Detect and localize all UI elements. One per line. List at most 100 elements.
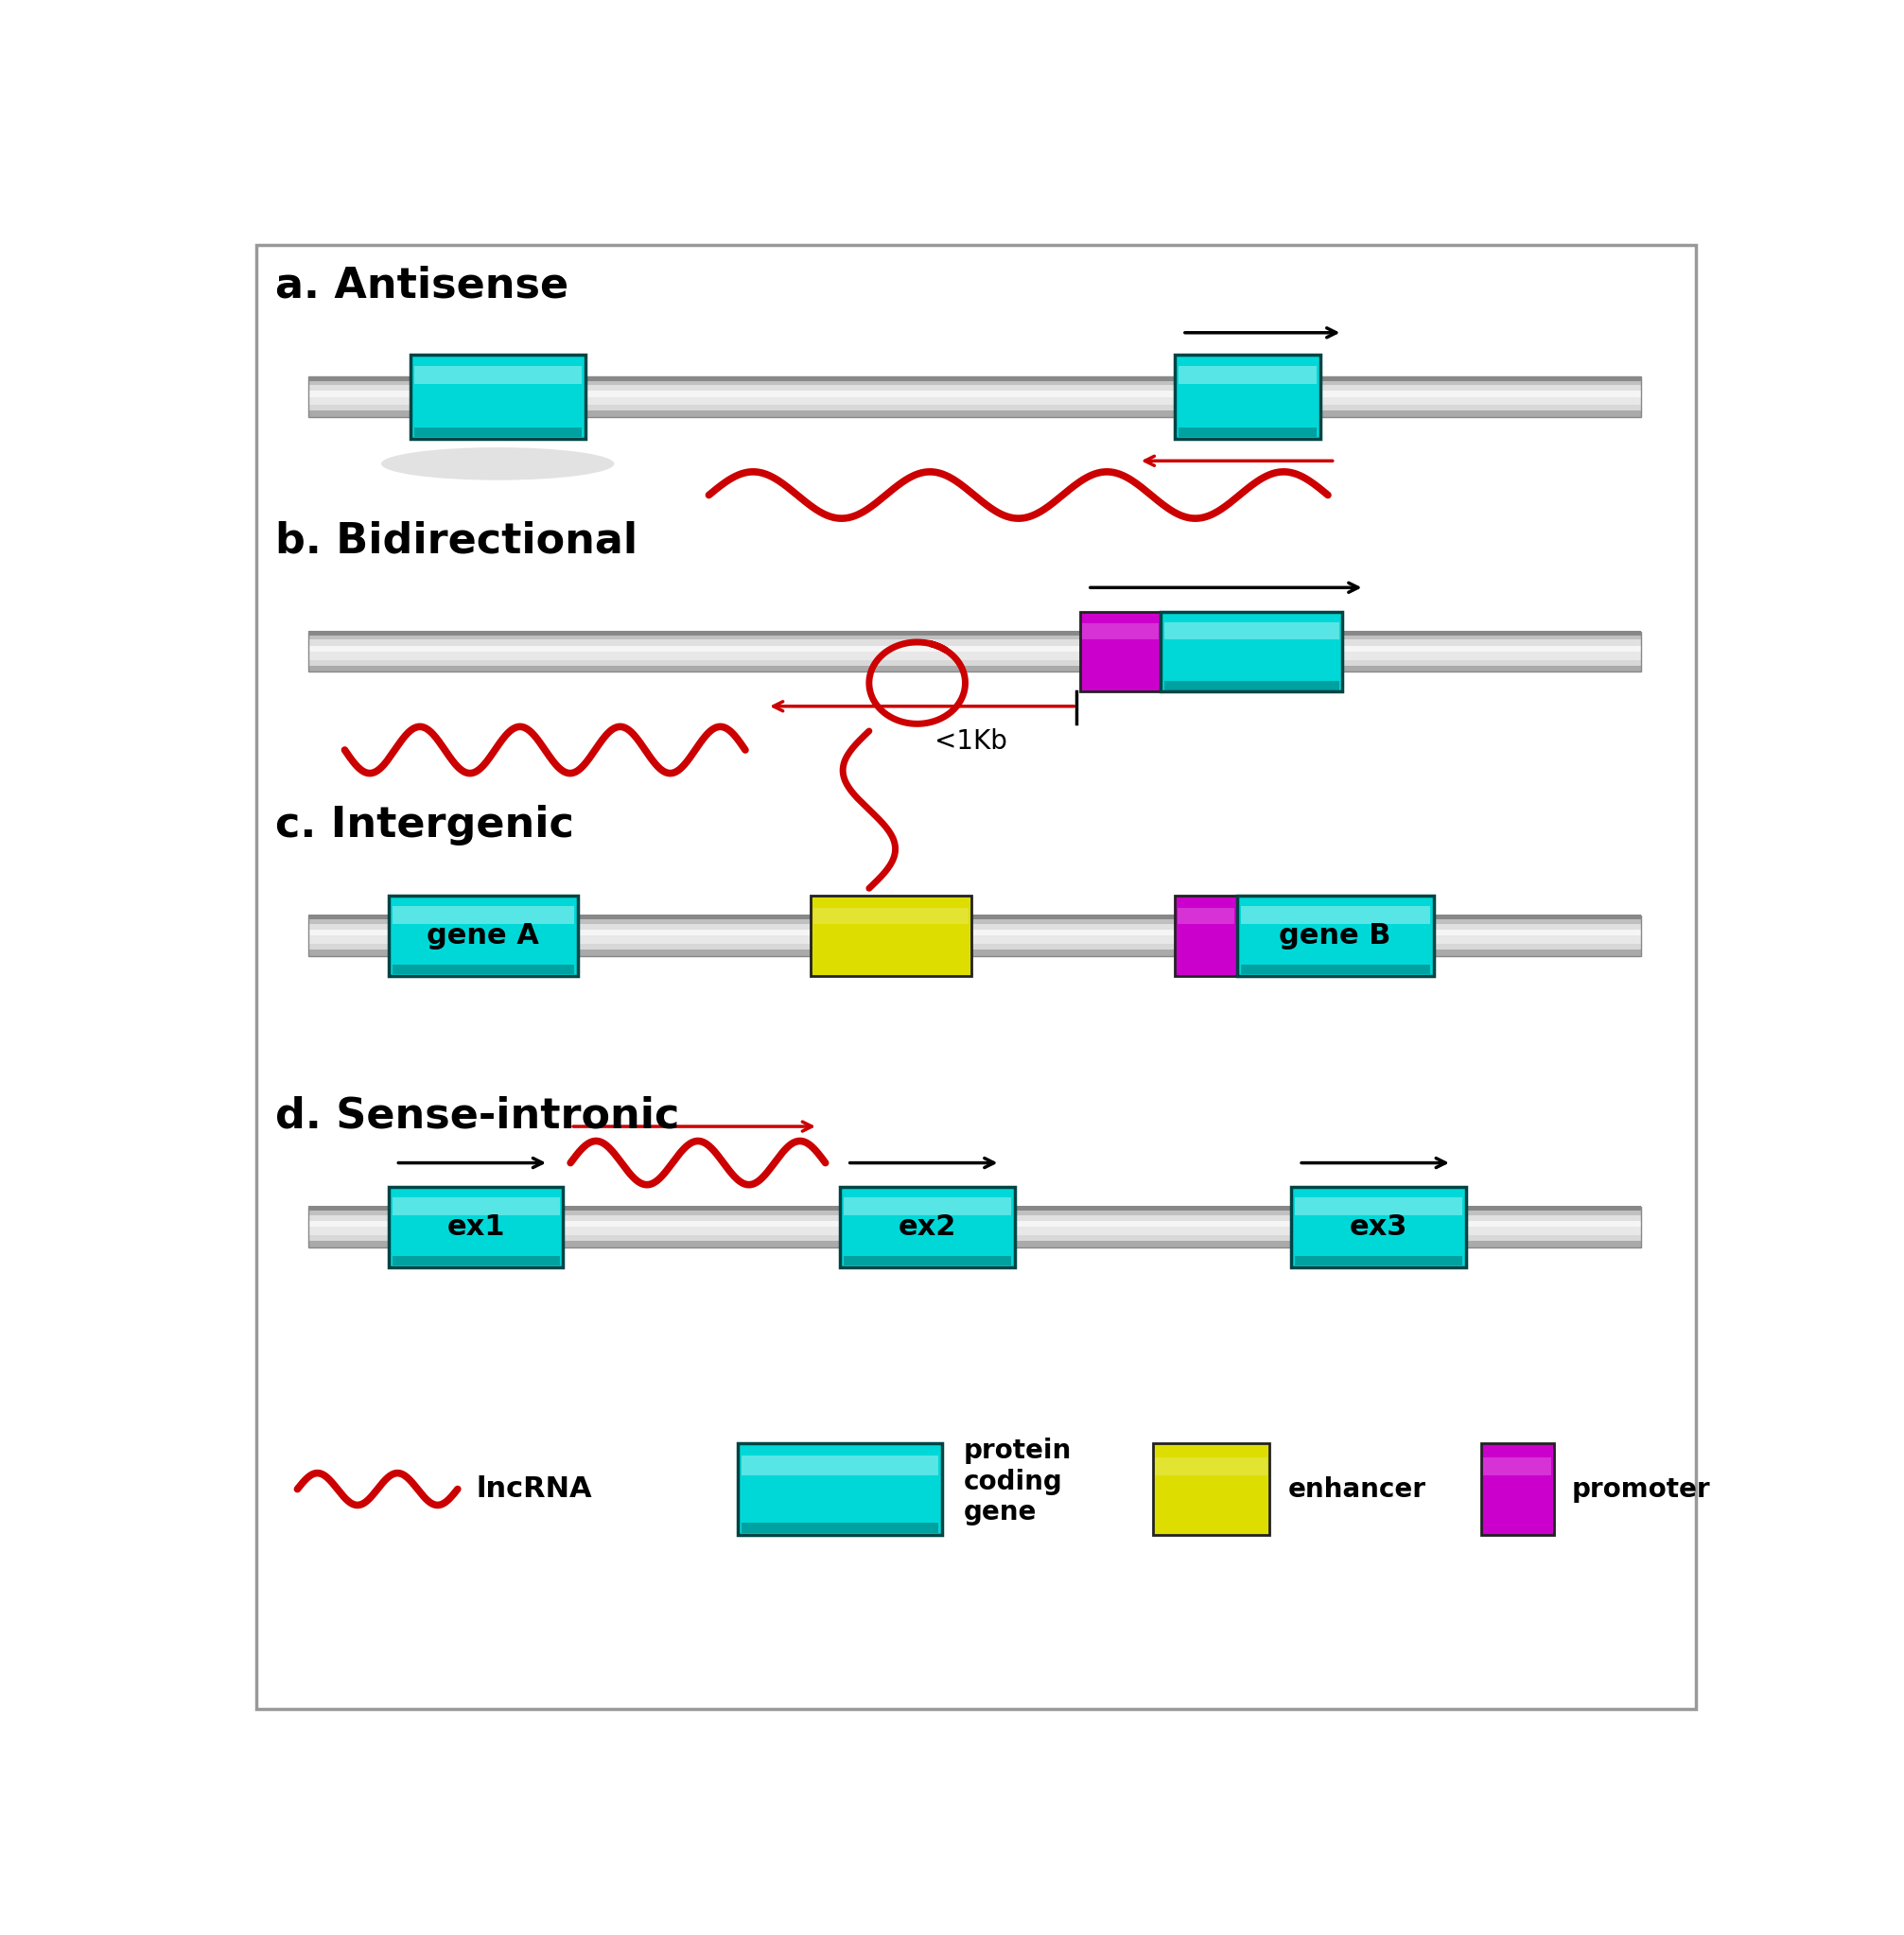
Bar	[308, 935, 1641, 938]
Bar	[1241, 966, 1430, 973]
Bar	[413, 366, 581, 385]
Bar	[308, 942, 1641, 946]
Bar	[308, 1231, 1641, 1233]
Text: d. Sense-intronic: d. Sense-intronic	[276, 1095, 680, 1136]
Bar	[308, 925, 1641, 927]
Bar	[308, 917, 1641, 919]
Bar	[308, 1235, 1641, 1236]
Text: enhancer: enhancer	[1287, 1476, 1426, 1502]
Bar	[308, 946, 1641, 950]
Bar	[308, 652, 1641, 656]
Bar	[1291, 1186, 1466, 1267]
Bar	[308, 395, 1641, 397]
Bar	[308, 923, 1641, 925]
Bar	[308, 1211, 1641, 1215]
Text: ex1: ex1	[447, 1213, 505, 1240]
Bar	[813, 908, 969, 923]
Bar	[308, 1219, 1641, 1221]
Bar	[308, 1236, 1641, 1238]
Bar	[308, 633, 1641, 635]
Bar	[392, 1256, 560, 1265]
Bar	[308, 668, 1641, 670]
Bar	[308, 640, 1641, 644]
Bar	[409, 354, 585, 439]
Bar	[308, 631, 1641, 633]
Text: <1Kb: <1Kb	[935, 728, 1007, 755]
Bar	[308, 1221, 1641, 1223]
Bar	[1177, 908, 1234, 923]
Bar	[308, 937, 1641, 940]
Bar	[308, 410, 1641, 412]
Bar	[811, 896, 971, 975]
Bar	[308, 1240, 1641, 1242]
Bar	[308, 397, 1641, 399]
Bar	[308, 919, 1641, 921]
Bar	[308, 648, 1641, 652]
Bar	[308, 940, 1641, 944]
Bar	[308, 944, 1641, 948]
Bar	[308, 933, 1641, 937]
Bar	[308, 666, 1641, 668]
Text: gene A: gene A	[426, 921, 539, 950]
Bar	[308, 654, 1641, 658]
Bar	[308, 915, 1641, 956]
Bar	[308, 952, 1641, 956]
Bar	[308, 377, 1641, 416]
Bar	[308, 414, 1641, 416]
Bar	[308, 404, 1641, 406]
Bar	[308, 921, 1641, 923]
Bar	[308, 401, 1641, 402]
Bar	[308, 1244, 1641, 1246]
Bar	[1154, 1444, 1270, 1534]
Bar	[308, 938, 1641, 942]
Bar	[308, 646, 1641, 650]
Bar	[1241, 906, 1430, 923]
Bar	[1160, 611, 1342, 691]
Bar	[308, 658, 1641, 660]
Bar	[392, 1198, 560, 1215]
Bar	[308, 642, 1641, 646]
Bar	[1175, 896, 1238, 975]
Bar	[308, 670, 1641, 671]
Bar	[308, 1206, 1641, 1209]
Bar	[308, 379, 1641, 383]
Bar	[308, 631, 1641, 671]
Bar	[743, 1455, 939, 1476]
Bar	[308, 1233, 1641, 1235]
Bar	[1238, 896, 1434, 975]
Bar	[392, 906, 575, 923]
Bar	[308, 375, 1641, 379]
Bar	[840, 1186, 1015, 1267]
Bar	[308, 1229, 1641, 1231]
Bar	[308, 915, 1641, 917]
Text: c. Intergenic: c. Intergenic	[276, 805, 575, 846]
Bar	[308, 1207, 1641, 1211]
Bar	[308, 383, 1641, 387]
Bar	[308, 929, 1641, 931]
Bar	[308, 412, 1641, 414]
Bar	[308, 389, 1641, 391]
Bar	[739, 1444, 942, 1534]
Bar	[308, 650, 1641, 654]
Bar	[388, 896, 577, 975]
Bar	[308, 644, 1641, 648]
Text: ex2: ex2	[899, 1213, 956, 1240]
Text: gene B: gene B	[1279, 921, 1392, 950]
Bar	[308, 931, 1641, 935]
Bar	[308, 393, 1641, 395]
Bar	[308, 950, 1641, 954]
Bar	[308, 639, 1641, 642]
Bar	[843, 1256, 1011, 1265]
Bar	[392, 966, 575, 973]
Bar	[388, 1186, 564, 1267]
Bar	[308, 402, 1641, 404]
Bar	[308, 377, 1641, 381]
Bar	[308, 637, 1641, 640]
Bar	[1163, 681, 1339, 691]
Bar	[843, 1198, 1011, 1215]
Bar	[308, 381, 1641, 385]
Bar	[308, 1207, 1641, 1246]
Bar	[1481, 1444, 1554, 1534]
Bar	[308, 1225, 1641, 1227]
Bar	[308, 399, 1641, 401]
